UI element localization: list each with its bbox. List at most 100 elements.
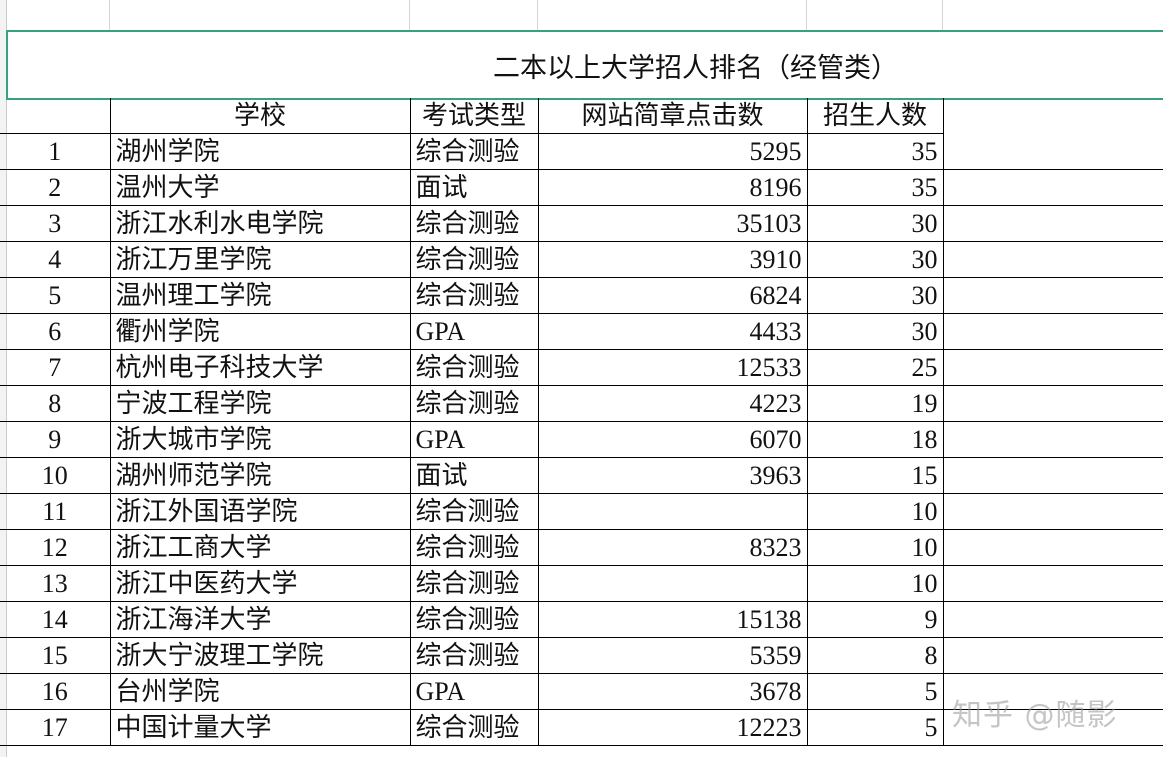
cell-exam-type[interactable]: 面试 — [409, 169, 538, 206]
cell-exam-type[interactable]: 综合测验 — [409, 493, 538, 530]
cell-empty[interactable] — [942, 601, 1163, 638]
cell-enrollment[interactable]: 9 — [806, 601, 943, 638]
cell-school[interactable]: 浙江海洋大学 — [109, 601, 410, 638]
cell-exam-type[interactable]: GPA — [409, 421, 538, 458]
cell-enrollment[interactable]: 25 — [806, 349, 943, 386]
cell-school[interactable]: 温州大学 — [109, 169, 410, 206]
header-cell-enrollment[interactable]: 招生人数 — [806, 98, 943, 134]
empty-top-row[interactable] — [0, 0, 1163, 30]
cell-clicks[interactable]: 6824 — [537, 277, 807, 314]
cell-exam-type[interactable]: 综合测验 — [409, 709, 538, 746]
cell-clicks[interactable]: 35103 — [537, 205, 807, 242]
cell-school[interactable]: 台州学院 — [109, 673, 410, 710]
cell-enrollment[interactable]: 30 — [806, 241, 943, 278]
cell-clicks[interactable]: 3910 — [537, 241, 807, 278]
cell-school[interactable]: 中国计量大学 — [109, 709, 410, 746]
cell-clicks[interactable]: 12533 — [537, 349, 807, 386]
cell-exam-type[interactable]: 综合测验 — [409, 637, 538, 674]
cell-index[interactable]: 4 — [0, 241, 110, 278]
cell-enrollment[interactable]: 8 — [806, 637, 943, 674]
cell-clicks[interactable]: 8323 — [537, 529, 807, 566]
cell-enrollment[interactable]: 10 — [806, 529, 943, 566]
cell-enrollment[interactable]: 35 — [806, 133, 943, 170]
cell-exam-type[interactable]: 综合测验 — [409, 601, 538, 638]
cell-index[interactable]: 5 — [0, 277, 110, 314]
cell-index[interactable]: 8 — [0, 385, 110, 422]
cell-school[interactable]: 浙江中医药大学 — [109, 565, 410, 602]
cell-school[interactable]: 温州理工学院 — [109, 277, 410, 314]
header-cell-index[interactable] — [0, 98, 110, 134]
cell-empty[interactable] — [942, 565, 1163, 602]
cell-empty[interactable] — [942, 205, 1163, 242]
cell-school[interactable]: 湖州师范学院 — [109, 457, 410, 494]
cell-exam-type[interactable]: 综合测验 — [409, 205, 538, 242]
cell-clicks[interactable]: 5295 — [537, 133, 807, 170]
cell-enrollment[interactable]: 5 — [806, 709, 943, 746]
cell-school[interactable]: 湖州学院 — [109, 133, 410, 170]
cell-empty[interactable] — [942, 169, 1163, 206]
cell-empty[interactable] — [942, 457, 1163, 494]
cell-index[interactable]: 16 — [0, 673, 110, 710]
cell-index[interactable]: 11 — [0, 493, 110, 530]
cell-index[interactable]: 14 — [0, 601, 110, 638]
cell-exam-type[interactable]: 综合测验 — [409, 133, 538, 170]
cell-clicks[interactable]: 4433 — [537, 313, 807, 350]
cell-clicks[interactable]: 8196 — [537, 169, 807, 206]
cell-enrollment[interactable]: 30 — [806, 277, 943, 314]
cell-empty[interactable] — [942, 637, 1163, 674]
cell-enrollment[interactable]: 5 — [806, 673, 943, 710]
cell-enrollment[interactable]: 30 — [806, 313, 943, 350]
cell-clicks[interactable]: 15138 — [537, 601, 807, 638]
cell-clicks[interactable]: 3963 — [537, 457, 807, 494]
cell-exam-type[interactable]: GPA — [409, 673, 538, 710]
cell-enrollment[interactable]: 18 — [806, 421, 943, 458]
header-cell-clicks[interactable]: 网站简章点击数 — [537, 98, 807, 134]
cell-clicks[interactable]: 4223 — [537, 385, 807, 422]
cell-empty[interactable] — [942, 313, 1163, 350]
cell-clicks[interactable]: 6070 — [537, 421, 807, 458]
header-cell-school[interactable]: 学校 — [109, 98, 410, 134]
cell-clicks[interactable]: 12223 — [537, 709, 807, 746]
cell-school[interactable]: 衢州学院 — [109, 313, 410, 350]
cell-school[interactable]: 浙江工商大学 — [109, 529, 410, 566]
cell-empty[interactable] — [942, 349, 1163, 386]
cell-empty[interactable] — [942, 529, 1163, 566]
header-cell-empty[interactable] — [942, 98, 1163, 134]
header-cell-exam-type[interactable]: 考试类型 — [409, 98, 538, 134]
cell-index[interactable]: 9 — [0, 421, 110, 458]
cell-empty[interactable] — [942, 385, 1163, 422]
cell-school[interactable]: 浙江外国语学院 — [109, 493, 410, 530]
cell-school[interactable]: 宁波工程学院 — [109, 385, 410, 422]
cell-enrollment[interactable]: 15 — [806, 457, 943, 494]
cell-empty[interactable] — [942, 673, 1163, 710]
cell-index[interactable]: 17 — [0, 709, 110, 746]
cell-school[interactable]: 浙大城市学院 — [109, 421, 410, 458]
cell-index[interactable]: 12 — [0, 529, 110, 566]
cell-exam-type[interactable]: 综合测验 — [409, 241, 538, 278]
cell-exam-type[interactable]: 综合测验 — [409, 277, 538, 314]
cell-index[interactable]: 10 — [0, 457, 110, 494]
cell-exam-type[interactable]: 综合测验 — [409, 385, 538, 422]
cell-empty[interactable] — [942, 709, 1163, 746]
cell-enrollment[interactable]: 35 — [806, 169, 943, 206]
cell-index[interactable]: 7 — [0, 349, 110, 386]
cell-school[interactable]: 浙大宁波理工学院 — [109, 637, 410, 674]
cell-clicks[interactable]: 5359 — [537, 637, 807, 674]
cell-school[interactable]: 杭州电子科技大学 — [109, 349, 410, 386]
cell-exam-type[interactable]: 面试 — [409, 457, 538, 494]
cell-enrollment[interactable]: 10 — [806, 493, 943, 530]
cell-exam-type[interactable]: 综合测验 — [409, 565, 538, 602]
cell-clicks[interactable]: 3678 — [537, 673, 807, 710]
cell-clicks[interactable] — [537, 565, 807, 602]
cell-clicks[interactable] — [537, 493, 807, 530]
cell-index[interactable]: 2 — [0, 169, 110, 206]
cell-index[interactable]: 1 — [0, 133, 110, 170]
cell-enrollment[interactable]: 30 — [806, 205, 943, 242]
cell-empty[interactable] — [942, 421, 1163, 458]
cell-enrollment[interactable]: 19 — [806, 385, 943, 422]
cell-index[interactable]: 13 — [0, 565, 110, 602]
cell-empty[interactable] — [942, 493, 1163, 530]
cell-school[interactable]: 浙江万里学院 — [109, 241, 410, 278]
cell-index[interactable]: 15 — [0, 637, 110, 674]
cell-exam-type[interactable]: 综合测验 — [409, 529, 538, 566]
